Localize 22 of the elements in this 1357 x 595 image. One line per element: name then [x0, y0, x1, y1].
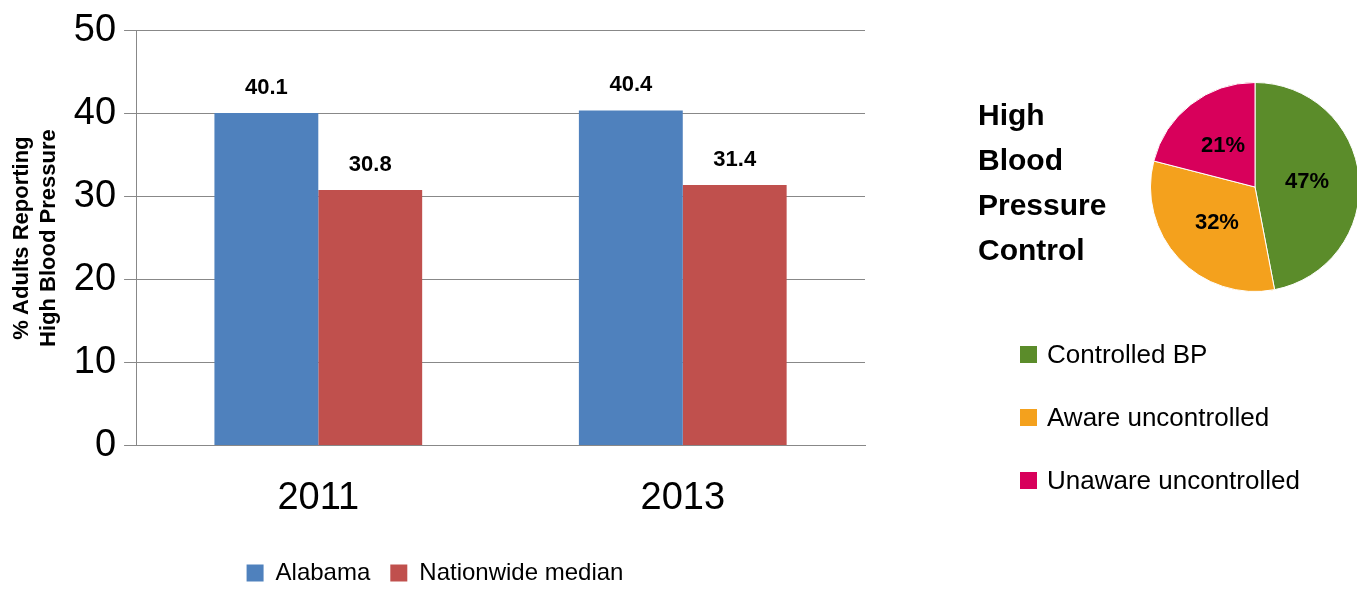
y-tick-label: 30 — [73, 173, 117, 216]
text: High Blood Pressure Control — [978, 97, 1108, 268]
legend-label: Controlled BP — [1047, 338, 1208, 370]
legend-label: Aware uncontrolled — [1047, 401, 1270, 433]
data-label: 32% — [1194, 208, 1239, 234]
y-tick-label: 10 — [73, 338, 117, 381]
y-tick-label: 50 — [73, 7, 117, 50]
y-tick-label: 40 — [73, 90, 117, 133]
legend-label: Alabama — [275, 557, 371, 585]
x-tick-label: 2011 — [277, 474, 360, 517]
data-label: 31.4 — [713, 146, 757, 172]
data-label: 47% — [1284, 168, 1330, 194]
y-tick-label: 0 — [94, 421, 117, 464]
data-label: 40.4 — [609, 71, 653, 97]
data-label: 21% — [1200, 131, 1245, 157]
y-tick-label: 20 — [73, 256, 117, 299]
data-label: 40.1 — [244, 73, 288, 99]
legend-label: Unaware uncontrolled — [1047, 464, 1300, 496]
x-tick-label: 2013 — [640, 474, 726, 517]
y-axis-title: % Adults Reporting High Blood Pressure — [8, 129, 60, 347]
legend-label: Nationwide median — [419, 557, 624, 585]
data-label: 30.8 — [348, 151, 392, 177]
